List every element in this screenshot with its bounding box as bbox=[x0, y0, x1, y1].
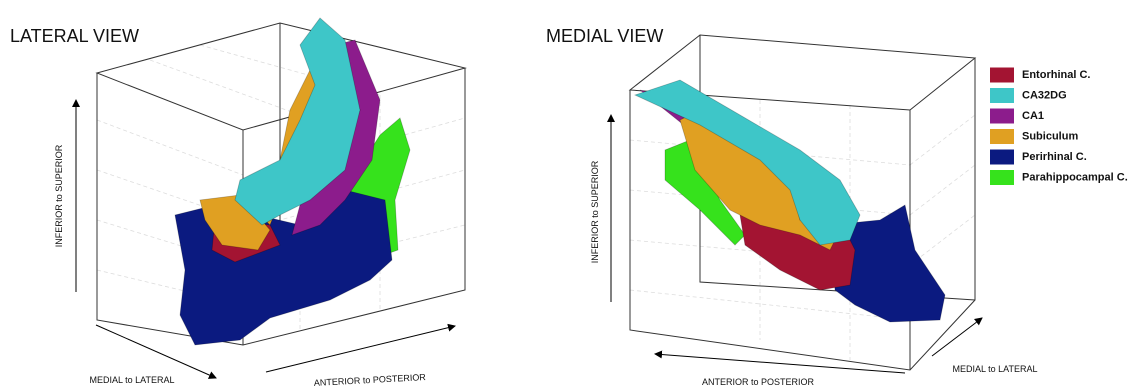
panel-title: LATERAL VIEW bbox=[10, 26, 139, 46]
axis-label: MEDIAL to LATERAL bbox=[89, 375, 174, 385]
legend-swatch bbox=[990, 129, 1014, 144]
axis-label: INFERIOR to SUPERIOR bbox=[590, 160, 600, 263]
region-blobs bbox=[175, 18, 410, 345]
legend-label: Subiculum bbox=[1022, 130, 1078, 142]
legend-swatch bbox=[990, 88, 1014, 103]
region-blobs bbox=[635, 80, 945, 322]
axis-label: ANTERIOR to POSTERIOR bbox=[702, 377, 815, 387]
legend-label: Parahippocampal C. bbox=[1022, 171, 1128, 183]
axis-label: MEDIAL to LATERAL bbox=[952, 364, 1037, 374]
legend-label: CA32DG bbox=[1022, 89, 1067, 101]
legend-label: Perirhinal C. bbox=[1022, 151, 1087, 163]
legend-label: CA1 bbox=[1022, 110, 1044, 122]
legend-swatch bbox=[990, 170, 1014, 185]
axis-label: INFERIOR to SUPERIOR bbox=[54, 144, 64, 247]
panel-title: MEDIAL VIEW bbox=[546, 26, 663, 46]
legend-swatch bbox=[990, 109, 1014, 124]
legend-swatch bbox=[990, 68, 1014, 83]
axis-label: ANTERIOR to POSTERIOR bbox=[314, 372, 427, 387]
legend-swatch bbox=[990, 150, 1014, 165]
legend-label: Entorhinal C. bbox=[1022, 69, 1090, 81]
figure: LATERAL VIEW INFERIOR to SUPERIOR MEDIAL… bbox=[0, 0, 1148, 387]
legend: Entorhinal C. CA32DG CA1 Subiculum Perirhina… bbox=[990, 68, 1128, 186]
